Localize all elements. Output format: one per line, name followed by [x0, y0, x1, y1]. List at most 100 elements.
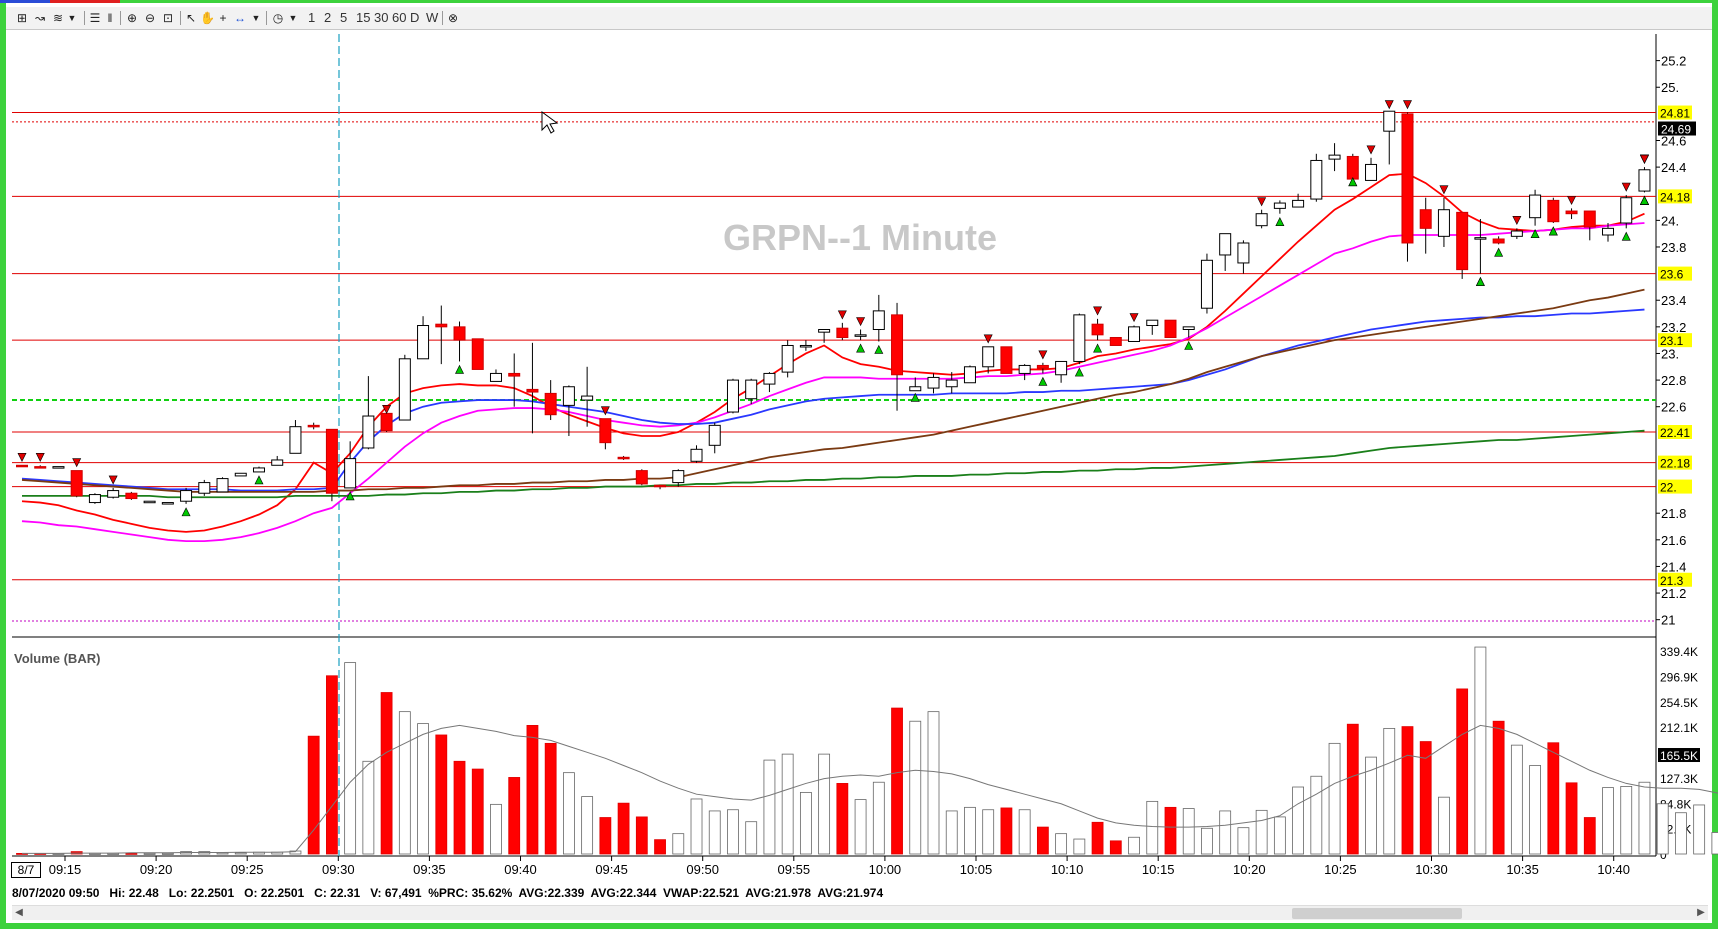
mouse-cursor-icon: [541, 111, 559, 134]
candle-body: [581, 395, 594, 401]
candle-body: [362, 415, 375, 449]
volume-bar: [1055, 833, 1068, 855]
toolbar-separator: [266, 11, 267, 25]
interval-button-60[interactable]: 60: [392, 10, 407, 25]
volume-bar: [1456, 688, 1469, 855]
volume-bar: [1638, 781, 1651, 855]
volume-bar: [1547, 742, 1560, 855]
candle-body: [672, 470, 685, 484]
sell-marker: [35, 452, 45, 462]
sell-marker: [1257, 197, 1267, 207]
candle-body: [708, 424, 721, 446]
candle-body: [1365, 163, 1378, 181]
time-tick-label: 09:50: [686, 862, 719, 877]
interval-dropdown-icon[interactable]: ▼: [288, 13, 298, 23]
candle-body: [599, 418, 612, 444]
clock-icon[interactable]: ◷: [272, 11, 284, 25]
candle-body: [1055, 360, 1068, 376]
volume-bar: [544, 742, 557, 855]
level-label-bg: [1658, 105, 1692, 120]
chart-toolbar: ⊞ ↝ ≋ ▼ ☰ ‖ ⊕ ⊖ ⊡ ↖ ✋ + ↔ ▼ ◷ ▼ 1 2 5 15…: [6, 7, 1712, 30]
interval-button-week[interactable]: W: [426, 10, 439, 25]
volume-bar: [818, 753, 831, 855]
volume-bar: [927, 711, 940, 855]
indicator-dropdown-icon[interactable]: ▼: [67, 13, 77, 23]
volume-bar: [1693, 804, 1706, 855]
level-label: 23.6: [1660, 268, 1684, 282]
current-volume-tag: 165.5K: [1660, 749, 1698, 763]
buy-marker: [1074, 367, 1084, 377]
time-tick-label: 10:05: [960, 862, 993, 877]
time-tick-label: 10:30: [1415, 862, 1448, 877]
volume-bar: [945, 810, 958, 855]
horizontal-scrollbar[interactable]: ◀ ▶: [12, 905, 1708, 920]
draw-icon[interactable]: ↝: [34, 11, 46, 25]
measure-dropdown-icon[interactable]: ▼: [251, 13, 261, 23]
candle-body: [1419, 209, 1432, 229]
volume-bar: [982, 809, 995, 855]
volume-bar: [1182, 808, 1195, 855]
buy-marker: [874, 344, 884, 354]
volume-bar: [490, 803, 502, 855]
scroll-left-icon[interactable]: ◀: [15, 907, 23, 918]
scrollbar-thumb[interactable]: [1292, 908, 1462, 919]
pause-icon[interactable]: ‖: [107, 11, 113, 25]
indicator-line: [22, 429, 1645, 499]
interval-button-2[interactable]: 2: [324, 10, 332, 25]
interval-button-day[interactable]: D: [410, 10, 420, 25]
candle-body: [52, 466, 65, 469]
volume-bar: [690, 798, 703, 855]
candle-body: [1219, 233, 1232, 256]
hand-icon[interactable]: ✋: [200, 11, 215, 25]
volume-bar: [1036, 826, 1049, 855]
candle-body: [1255, 213, 1268, 227]
chart-style-icon[interactable]: ⊞: [16, 11, 28, 25]
price-tick-label: 22.8: [1661, 373, 1686, 388]
interval-button-30[interactable]: 30: [374, 10, 389, 25]
candle-body: [635, 470, 648, 485]
measure-icon[interactable]: ↔: [234, 11, 246, 25]
candle-body: [1182, 326, 1195, 331]
toolbar-separator: [180, 11, 181, 25]
buy-marker: [1038, 376, 1048, 386]
volume-tick-label: 127.3K: [1660, 772, 1698, 786]
level-label-bg: [1658, 333, 1692, 348]
zoom-fit-icon[interactable]: ⊡: [162, 11, 174, 25]
candle-body: [1401, 113, 1414, 244]
candle-body: [1018, 364, 1031, 374]
time-tick-label: 10:20: [1233, 862, 1266, 877]
candle-body: [654, 484, 667, 488]
price-tick-label: 25.2: [1661, 54, 1686, 69]
sell-marker: [600, 406, 610, 416]
volume-tick-label: 296.9K: [1660, 670, 1698, 684]
volume-bar: [781, 753, 794, 855]
candle-body: [982, 346, 995, 368]
candle-body: [726, 379, 739, 413]
volume-bar: [727, 809, 739, 855]
candle-body: [945, 379, 958, 388]
candle-body: [526, 388, 539, 393]
pointer-icon[interactable]: ↖: [185, 11, 197, 25]
close-chart-icon[interactable]: ⊗: [447, 11, 459, 25]
time-tick-label: 10:40: [1597, 862, 1630, 877]
volume-bar: [1091, 821, 1104, 855]
interval-button-1[interactable]: 1: [308, 10, 316, 25]
crosshair-icon[interactable]: +: [219, 11, 227, 25]
zoom-out-icon[interactable]: ⊖: [144, 11, 156, 25]
volume-bar: [1237, 827, 1250, 855]
interval-button-5[interactable]: 5: [340, 10, 348, 25]
volume-bar: [854, 799, 867, 855]
candle-body: [234, 472, 247, 477]
volume-bar: [891, 707, 903, 855]
indicator-icon[interactable]: ≋: [52, 11, 64, 25]
volume-bar: [380, 692, 393, 855]
interval-button-15[interactable]: 15: [356, 10, 371, 25]
volume-bar: [471, 768, 484, 855]
list-icon[interactable]: ☰: [89, 11, 101, 25]
scroll-right-icon[interactable]: ▶: [1697, 907, 1705, 918]
current-price-tag: 24.69: [1661, 123, 1691, 137]
zoom-in-icon[interactable]: ⊕: [126, 11, 138, 25]
candle-body: [289, 426, 302, 454]
candle-body: [125, 492, 138, 500]
